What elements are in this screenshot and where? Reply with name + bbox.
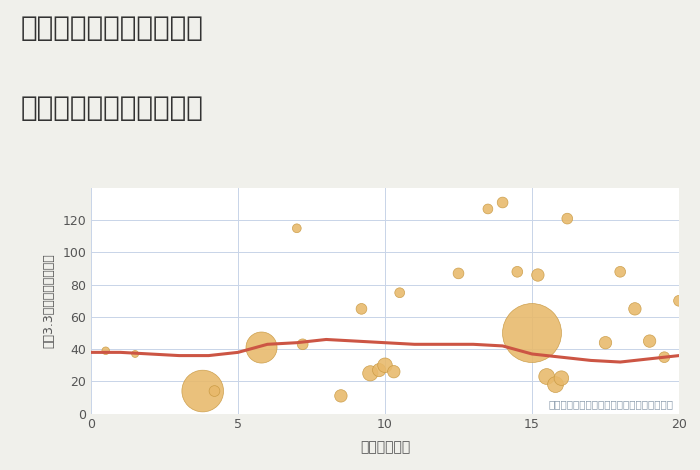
Point: [256, 344, 267, 351]
Point: [100, 347, 111, 354]
Point: [497, 199, 508, 206]
Point: [365, 369, 376, 377]
Point: [453, 270, 464, 277]
Point: [356, 305, 367, 313]
Point: [629, 305, 641, 313]
Point: [389, 368, 400, 376]
Point: [644, 337, 655, 345]
Point: [600, 339, 611, 346]
Point: [209, 387, 220, 395]
Point: [512, 268, 523, 275]
Text: 岐阜県岐阜市柳ヶ瀬通の: 岐阜県岐阜市柳ヶ瀬通の: [21, 14, 204, 42]
Point: [561, 215, 573, 222]
Text: 円の大きさは、取引のあった物件面積を示す: 円の大きさは、取引のあった物件面積を示す: [548, 399, 673, 409]
Point: [550, 381, 561, 388]
Point: [291, 225, 302, 232]
Point: [197, 387, 209, 395]
Point: [532, 271, 543, 279]
Point: [673, 297, 685, 305]
Point: [615, 268, 626, 275]
Point: [394, 289, 405, 297]
Point: [541, 373, 552, 380]
Point: [482, 205, 493, 213]
Point: [335, 392, 346, 399]
Y-axis label: 坪（3.3㎡）単価（万円）: 坪（3.3㎡）単価（万円）: [42, 253, 55, 348]
Point: [130, 350, 141, 358]
X-axis label: 駅距離（分）: 駅距離（分）: [360, 440, 410, 454]
Point: [374, 366, 385, 374]
Text: 駅距離別中古戸建て価格: 駅距離別中古戸建て価格: [21, 94, 204, 122]
Point: [526, 329, 538, 337]
Point: [379, 361, 391, 369]
Point: [556, 375, 567, 382]
Point: [659, 353, 670, 361]
Point: [297, 341, 308, 348]
